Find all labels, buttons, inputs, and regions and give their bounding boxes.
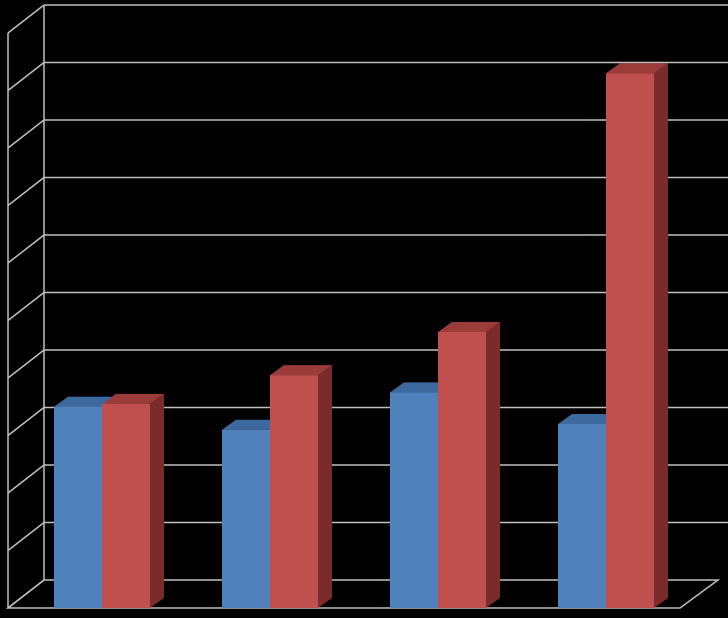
bar-front xyxy=(54,406,102,608)
gridline-side xyxy=(7,119,45,149)
bars-layer xyxy=(54,63,668,608)
bar-front xyxy=(558,424,606,608)
bar-front xyxy=(438,332,486,608)
gridline-side xyxy=(7,291,45,322)
bar-top xyxy=(606,63,668,74)
bar-front xyxy=(222,429,270,608)
bar-front xyxy=(390,392,438,608)
bar-top xyxy=(102,393,164,404)
bar-side xyxy=(486,322,500,608)
bar-s2-c2 xyxy=(270,365,332,608)
bar-s2-c3 xyxy=(438,322,500,608)
gridline-side xyxy=(7,176,45,207)
gridline-side xyxy=(7,61,45,92)
bar-top xyxy=(270,365,332,376)
gridline-side xyxy=(7,349,45,379)
gridline-side xyxy=(7,4,45,34)
gridline-side xyxy=(7,521,45,552)
bar-top xyxy=(390,382,452,393)
bar-top xyxy=(558,414,620,424)
bar-s2-c4 xyxy=(606,63,668,608)
bar-front xyxy=(102,403,150,608)
bar-side xyxy=(150,393,164,608)
gridline-side xyxy=(7,406,45,437)
bar-top xyxy=(438,322,500,332)
bar-side xyxy=(318,365,332,608)
bar-side xyxy=(654,63,668,608)
gridline-side xyxy=(7,234,45,264)
bar-front xyxy=(270,375,318,608)
gridline-side xyxy=(7,464,45,494)
bar-top xyxy=(222,419,284,430)
bar-s2-c1 xyxy=(102,393,164,608)
bar-top xyxy=(54,396,116,407)
bar-front xyxy=(606,73,654,608)
